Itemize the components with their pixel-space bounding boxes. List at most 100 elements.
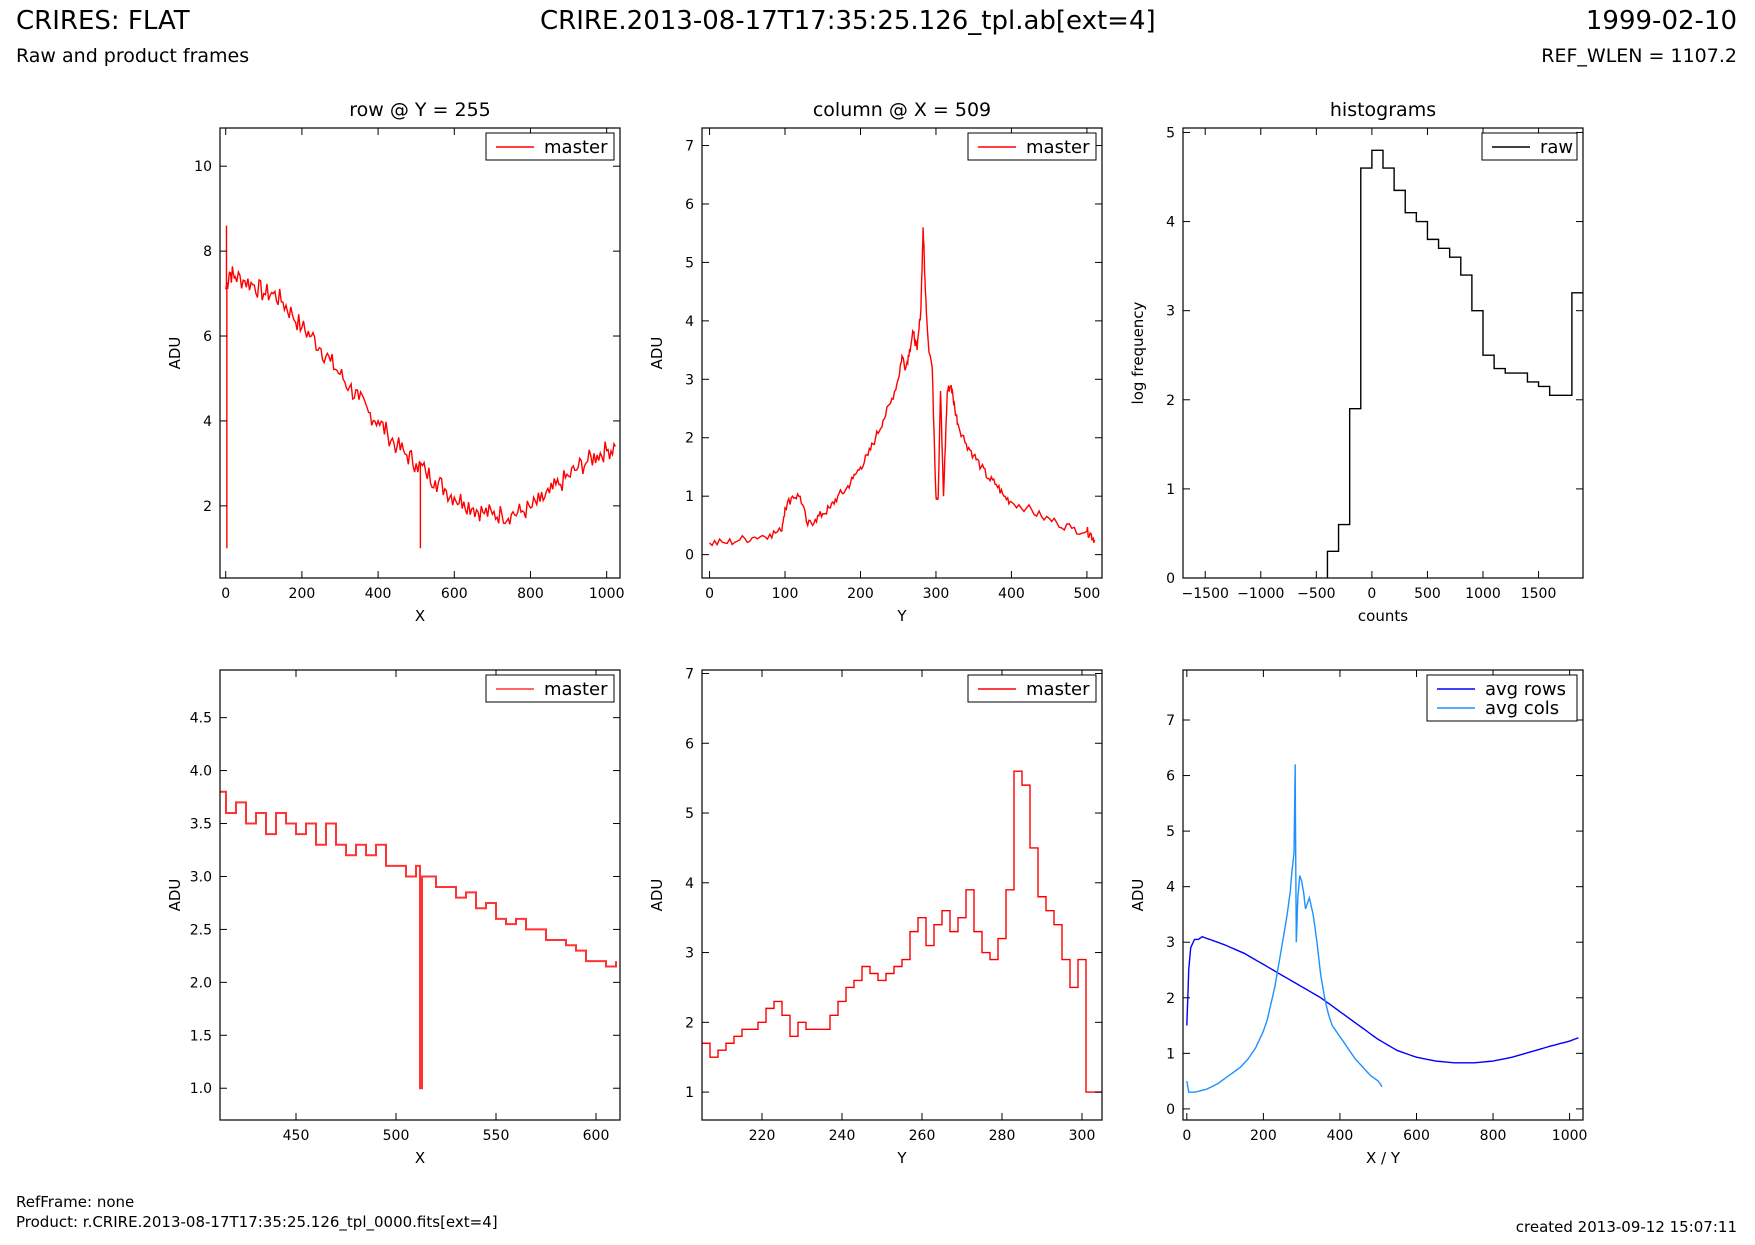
xtick-label-hist: −1500 [1182,586,1229,602]
ytick-label-col: 4 [685,314,694,330]
ytick-label-avg: 4 [1166,880,1175,896]
series-col-0 [709,227,1096,547]
ytick-label-hist: 4 [1166,215,1175,231]
xtick-label-hist: 0 [1367,586,1376,602]
title-col: column @ X = 509 [813,99,991,121]
legend-box-avg [1426,674,1578,722]
legend-label-colzoom: master [1026,679,1090,700]
xtick-label-row: 1000 [589,586,625,602]
xtick-label-hist: −1000 [1237,586,1284,602]
xlabel-col: Y [896,607,907,625]
frame-rowzoom [219,669,621,1121]
title-hist: histograms [1330,99,1436,121]
plot-area-hist [1326,149,1583,578]
ylabel-row: ADU [166,337,184,370]
xtick-label-col: 200 [847,586,874,602]
ytick-label-colzoom: 2 [685,1015,694,1031]
ytick-label-hist: 3 [1166,304,1175,320]
legend-label-avg: avg rows [1485,679,1566,700]
ytick-label-avg: 3 [1166,935,1175,951]
refframe-note: RefFrame: none [16,1193,135,1211]
ytick-label-col: 2 [685,431,694,447]
legend-rowzoom: master [485,674,615,703]
xtick-label-row: 400 [365,586,392,602]
plot-area-avg [1186,764,1579,1093]
ytick-label-colzoom: 1 [685,1085,694,1101]
ytick-label-rowzoom: 3.5 [190,817,212,833]
ytick-label-row: 4 [203,414,212,430]
ytick-label-col: 0 [685,548,694,564]
ytick-label-col: 1 [685,489,694,505]
xtick-label-rowzoom: 500 [383,1128,410,1144]
xtick-label-col: 500 [1074,586,1101,602]
ytick-label-rowzoom: 1.0 [190,1081,212,1097]
ytick-label-hist: 1 [1166,482,1175,498]
xtick-label-rowzoom: 550 [483,1128,510,1144]
panel-avg: 0 200 400 600 800 1000 0 1 2 3 4 5 6 7 X / Y ADU avg row… [1129,669,1588,1167]
file-name: CRIRE.2013-08-17T17:35:25.126_tpl.ab[ext… [540,6,1156,36]
product-note: Product: r.CRIRE.2013-08-17T17:35:25.126… [16,1213,498,1231]
xtick-label-col: 400 [998,586,1025,602]
ytick-label-col: 5 [685,255,694,271]
xtick-label-hist: 1500 [1521,586,1557,602]
ylabel-rowzoom: ADU [166,879,184,912]
ytick-label-avg: 6 [1166,769,1175,785]
xtick-label-avg: 1000 [1552,1128,1588,1144]
obs-date: 1999-02-10 [1585,6,1737,36]
xtick-label-rowzoom: 600 [583,1128,610,1144]
plot-area-col [709,227,1096,547]
frame-col [701,127,1103,579]
xtick-label-col: 300 [923,586,950,602]
ytick-label-row: 10 [194,159,212,175]
panel-colzoom: 220 240 260 280 300 1 2 3 4 5 6 7 Y ADU master [648,666,1103,1167]
xtick-label-row: 600 [441,586,468,602]
ytick-label-row: 8 [203,244,212,260]
panel-rowzoom: 450 500 550 600 1.0 1.5 2.0 2.5 3.0 3.5 4.0 4.5 X ADU… [166,669,621,1167]
page-subtitle: Raw and product frames [16,45,250,67]
ytick-label-rowzoom: 3.0 [190,869,212,885]
legend-label-col: master [1026,137,1090,158]
ytick-label-colzoom: 7 [685,666,694,682]
xtick-label-colzoom: 300 [1069,1128,1096,1144]
ytick-label-colzoom: 6 [685,736,694,752]
ytick-label-col: 7 [685,139,694,155]
ref-wlen: REF_WLEN = 1107.2 [1541,45,1737,67]
xlabel-colzoom: Y [896,1149,907,1167]
ytick-label-col: 6 [685,197,694,213]
ytick-label-avg: 5 [1166,824,1175,840]
ytick-label-row: 2 [203,499,212,515]
ytick-label-row: 6 [203,329,212,345]
ytick-label-avg: 0 [1166,1102,1175,1118]
xtick-label-row: 800 [517,586,544,602]
xlabel-rowzoom: X [415,1149,425,1167]
xtick-label-colzoom: 280 [989,1128,1016,1144]
series-avg-1 [1186,764,1383,1093]
legend-label-avg: avg cols [1485,698,1559,719]
series-colzoom-0 [702,770,1102,1093]
ytick-label-hist: 5 [1166,125,1175,141]
ytick-label-avg: 2 [1166,991,1175,1007]
frame-colzoom [701,669,1103,1121]
xtick-label-colzoom: 240 [829,1128,856,1144]
legend-colzoom: master [967,674,1097,703]
xtick-label-hist: 500 [1414,586,1441,602]
series-avg-0 [1186,935,1579,1064]
ytick-label-hist: 0 [1166,571,1175,587]
legend-label-hist: raw [1540,137,1573,158]
legend-label-rowzoom: master [544,679,608,700]
panel-row: 0 200 400 600 800 1000 2 4 6 8 10 X ADU row @ Y = 255… [166,99,624,625]
xtick-label-colzoom: 220 [749,1128,776,1144]
ytick-label-col: 3 [685,372,694,388]
xtick-label-rowzoom: 450 [283,1128,310,1144]
xtick-label-avg: 600 [1403,1128,1430,1144]
ylabel-col: ADU [648,337,666,370]
ytick-label-rowzoom: 2.0 [190,975,212,991]
xtick-label-avg: 400 [1327,1128,1354,1144]
ytick-label-rowzoom: 4.5 [190,711,212,727]
xtick-label-row: 0 [221,586,230,602]
xtick-label-hist: 1000 [1465,586,1501,602]
legend-hist: raw [1481,132,1578,161]
xtick-label-col: 100 [772,586,799,602]
